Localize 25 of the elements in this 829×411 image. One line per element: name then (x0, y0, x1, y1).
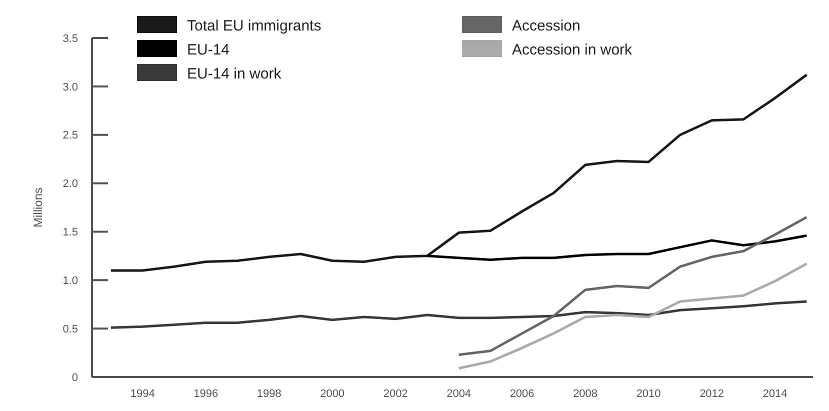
x-tick-label: 2002 (383, 388, 408, 400)
x-tick-label: 2014 (762, 388, 788, 400)
y-tick-label: 3.0 (62, 81, 78, 94)
y-axis-title: Millions (31, 187, 45, 228)
x-tick-label: 1994 (130, 388, 155, 400)
legend-label: EU-14 (187, 41, 230, 58)
x-tick-label: 1996 (194, 388, 218, 400)
y-tick-label: 0.5 (62, 323, 78, 336)
x-tick-label: 2012 (700, 388, 724, 400)
x-tick-label: 2008 (573, 388, 598, 400)
y-tick-label: 0 (72, 372, 78, 384)
legend-label: Accession (512, 17, 580, 34)
y-tick-label: 2.5 (62, 130, 78, 142)
y-tick-label: 2.0 (62, 178, 78, 190)
legend-label: Accession in work (512, 41, 633, 58)
legend-label: EU-14 in work (187, 65, 282, 82)
x-tick-label: 1998 (256, 388, 282, 400)
x-tick-label: 2010 (636, 388, 661, 400)
x-tick-label: 2006 (510, 388, 534, 400)
y-tick-label: 3.5 (62, 32, 78, 45)
x-tick-label: 2000 (320, 388, 345, 400)
legend-label: Total EU immigrants (187, 17, 322, 34)
x-tick-label: 2004 (446, 388, 472, 400)
y-tick-label: 1.5 (62, 226, 78, 239)
y-tick-label: 1.0 (62, 274, 78, 287)
